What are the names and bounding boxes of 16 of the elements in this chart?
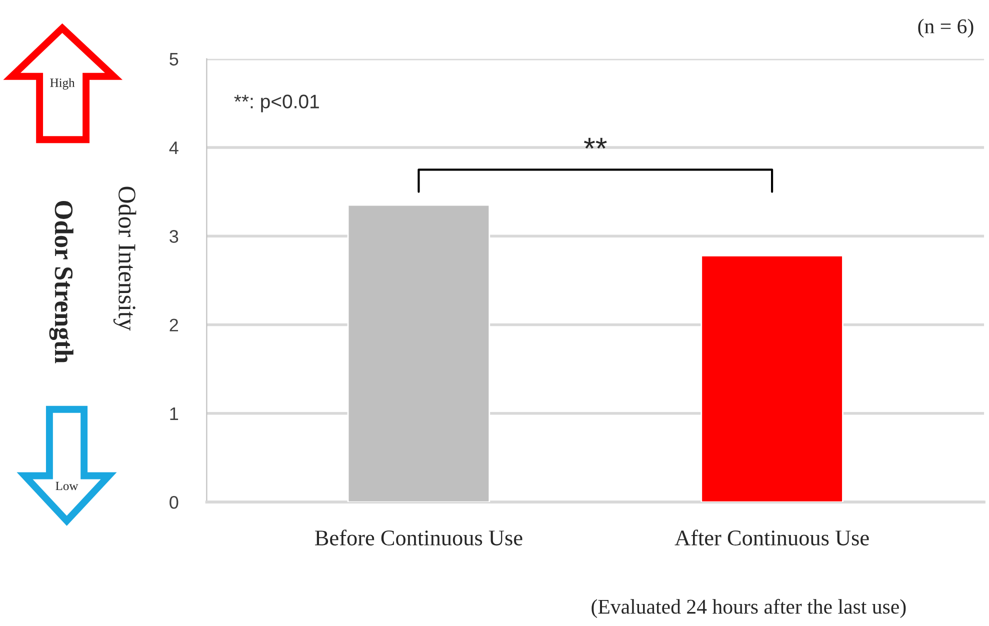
y-tick-label: 1 [170, 408, 178, 420]
y-tick-label: 0 [170, 496, 178, 509]
text: Low [56, 482, 78, 490]
x-tick-label: Before Continuous Use [315, 530, 522, 546]
y-tick-label: 5 [170, 52, 178, 66]
x-tick-label: After Continuous Use [674, 530, 869, 546]
y-tick-label: 2 [170, 318, 178, 332]
text: (n = 6) [918, 18, 974, 38]
y-tick-label: 3 [170, 230, 178, 243]
text: High [50, 78, 75, 90]
y-axis-title: Odor Intensity [113, 186, 136, 331]
text: (Evaluated 24 hours after the last use) [592, 598, 906, 618]
annotation: ** [584, 138, 607, 149]
text: Odor Strength [49, 200, 74, 364]
y-tick-label: 4 [169, 142, 178, 154]
annotation: **: p<0.01 [234, 94, 319, 112]
